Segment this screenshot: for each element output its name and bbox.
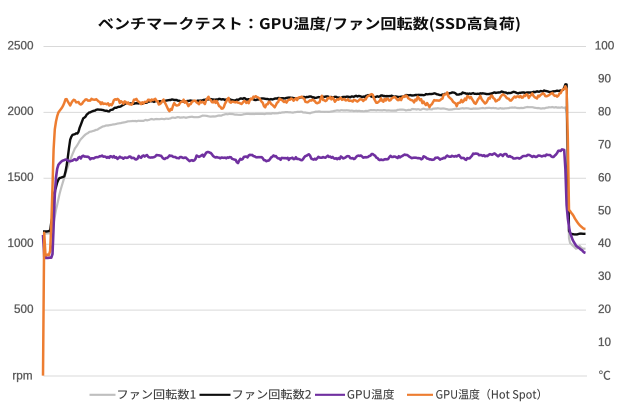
svg-text:30: 30 <box>598 270 612 283</box>
svg-text:90: 90 <box>598 73 612 86</box>
svg-text:rpm: rpm <box>12 369 32 382</box>
svg-text:20: 20 <box>598 303 612 316</box>
svg-text:1500: 1500 <box>7 171 34 184</box>
svg-text:50: 50 <box>598 204 612 217</box>
svg-text:80: 80 <box>598 105 612 118</box>
svg-text:10: 10 <box>598 336 612 349</box>
svg-text:1000: 1000 <box>7 237 34 250</box>
svg-text:60: 60 <box>598 171 612 184</box>
svg-text:2000: 2000 <box>7 105 34 118</box>
svg-text:100: 100 <box>595 40 615 53</box>
svg-text:70: 70 <box>598 138 612 151</box>
svg-text:2500: 2500 <box>7 39 34 52</box>
svg-text:500: 500 <box>14 303 34 316</box>
svg-text:40: 40 <box>598 237 612 250</box>
